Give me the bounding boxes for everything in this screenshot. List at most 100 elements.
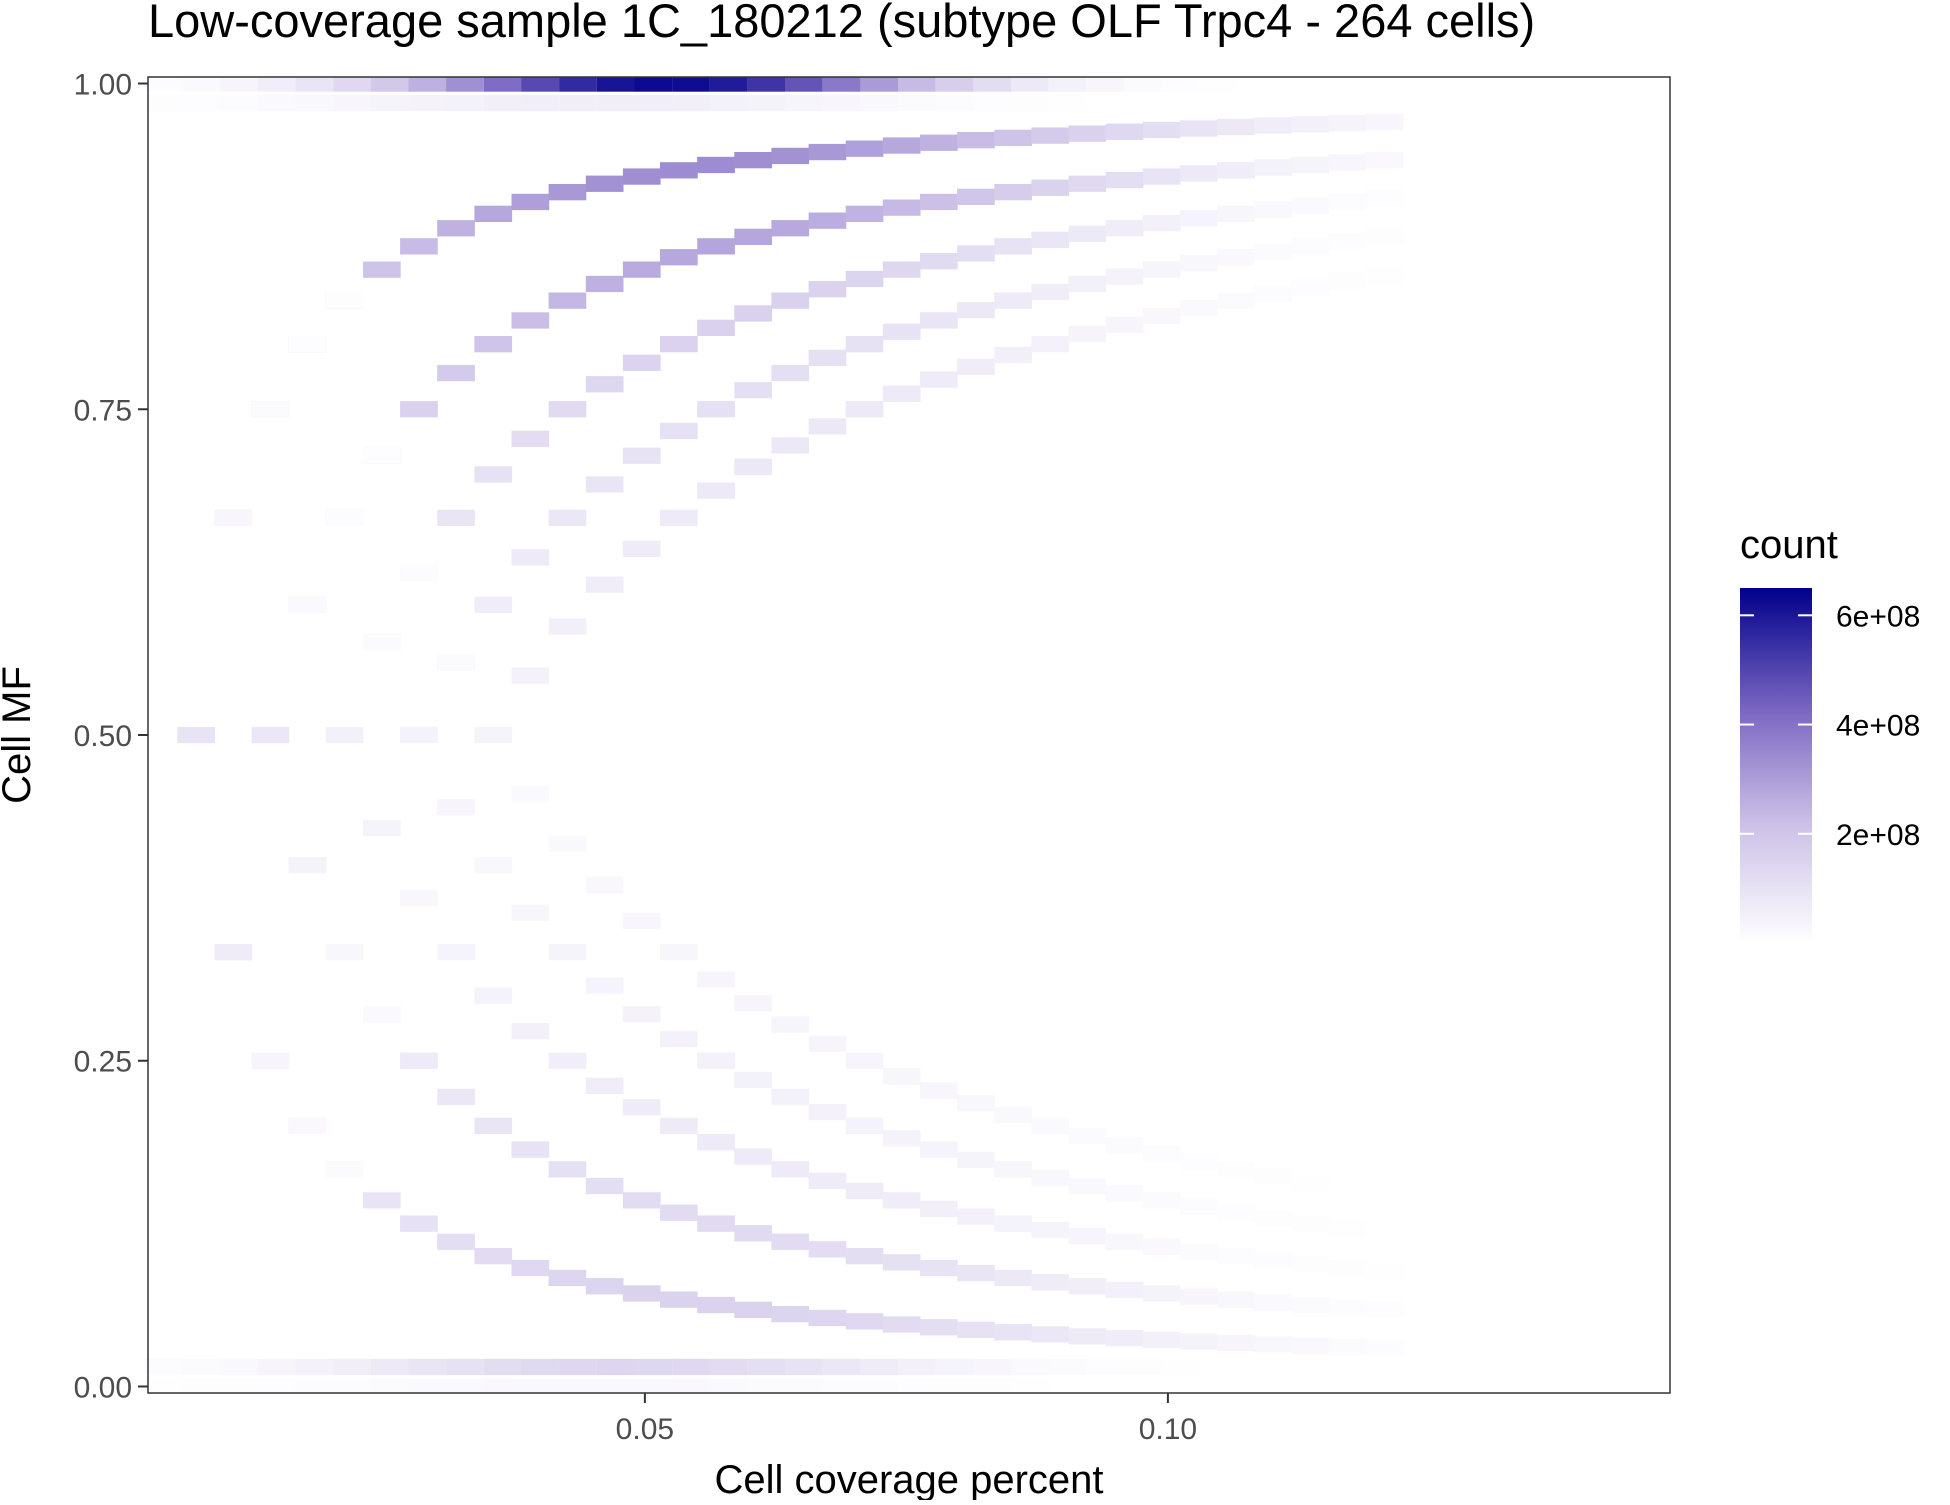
heatmap-cell bbox=[1328, 114, 1367, 132]
heatmap-cell bbox=[1179, 255, 1218, 272]
heatmap-cell bbox=[1328, 1259, 1367, 1277]
heatmap-cell bbox=[845, 1248, 884, 1265]
heatmap-cell bbox=[446, 1358, 484, 1376]
heatmap-cell bbox=[1031, 1326, 1070, 1343]
heatmap-cell bbox=[1031, 336, 1070, 353]
heatmap-cell bbox=[697, 238, 735, 255]
heatmap-cell bbox=[1124, 1358, 1162, 1376]
heatmap-cell bbox=[220, 1358, 258, 1376]
heatmap-cell bbox=[1365, 267, 1404, 284]
heatmap-cell bbox=[672, 94, 710, 112]
heatmap-cell bbox=[1328, 1299, 1367, 1316]
heatmap-cell bbox=[1328, 1338, 1367, 1356]
y-axis-title: Cell MF bbox=[0, 666, 39, 804]
heatmap-cell bbox=[559, 1358, 597, 1376]
heatmap-cell bbox=[585, 175, 624, 192]
heatmap-cell bbox=[257, 77, 296, 92]
heatmap-cell bbox=[771, 1088, 810, 1106]
chart-title: Low-coverage sample 1C_180212 (subtype O… bbox=[148, 0, 1535, 47]
legend-colorbar bbox=[1740, 588, 1812, 943]
heatmap-cell bbox=[660, 944, 698, 961]
heatmap-cell bbox=[920, 1141, 958, 1158]
heatmap-cell bbox=[548, 944, 587, 961]
heatmap-cell bbox=[660, 1117, 698, 1134]
heatmap-cell bbox=[634, 1378, 673, 1393]
heatmap-cell bbox=[747, 1358, 786, 1376]
heatmap-cell bbox=[1179, 120, 1218, 137]
heatmap-cell bbox=[1031, 1222, 1070, 1239]
heatmap-cell bbox=[548, 1269, 587, 1287]
heatmap-cell bbox=[634, 77, 673, 92]
heatmap-cell bbox=[437, 654, 475, 671]
heatmap-cell bbox=[1254, 1168, 1292, 1185]
heatmap-cell bbox=[1179, 1153, 1218, 1170]
heatmap-cell bbox=[1365, 1301, 1404, 1318]
heatmap-cell bbox=[1254, 285, 1292, 302]
heatmap-cell bbox=[709, 1378, 748, 1393]
heatmap-cell bbox=[511, 1023, 550, 1040]
heatmap-cell bbox=[483, 77, 522, 92]
heatmap-cell bbox=[1179, 1333, 1218, 1350]
heatmap-cell bbox=[771, 1161, 810, 1178]
heatmap-cell bbox=[845, 1117, 884, 1134]
heatmap-cell bbox=[1068, 1228, 1107, 1245]
heatmap-cell bbox=[363, 1192, 401, 1209]
heatmap-cell bbox=[920, 312, 958, 329]
heatmap-cell bbox=[882, 137, 921, 154]
heatmap-cell bbox=[400, 401, 438, 418]
heatmap-cell bbox=[1142, 1331, 1181, 1349]
heatmap-cell bbox=[1105, 1281, 1144, 1299]
heatmap-cell bbox=[660, 1291, 698, 1308]
heatmap-cell bbox=[408, 94, 447, 112]
heatmap-cell bbox=[808, 1035, 847, 1052]
heatmap-cell bbox=[622, 168, 661, 185]
heatmap-cell bbox=[363, 447, 401, 464]
heatmap-cell bbox=[363, 633, 401, 651]
heatmap-cell bbox=[845, 1052, 884, 1069]
heatmap-cell bbox=[1161, 77, 1200, 92]
heatmap-cell bbox=[1068, 1328, 1107, 1345]
heatmap-cell bbox=[771, 1016, 810, 1033]
heatmap-cell bbox=[957, 245, 995, 262]
heatmap-cell bbox=[898, 77, 936, 92]
heatmap-cell bbox=[734, 995, 772, 1012]
heatmap-cell bbox=[521, 94, 560, 112]
heatmap-cell bbox=[660, 336, 698, 353]
heatmap-cell bbox=[973, 94, 1011, 112]
heatmap-cell bbox=[559, 1378, 597, 1393]
heatmap-cell bbox=[1179, 300, 1218, 317]
heatmap-cell bbox=[747, 1378, 786, 1393]
heatmap-cell bbox=[333, 77, 371, 92]
heatmap-cell bbox=[288, 1117, 327, 1134]
heatmap-cell bbox=[548, 509, 587, 526]
heatmap-cell bbox=[437, 1233, 475, 1250]
heatmap-cell bbox=[483, 94, 522, 112]
heatmap-cell bbox=[511, 1141, 550, 1158]
heatmap-cell bbox=[994, 1106, 1032, 1124]
heatmap-cell bbox=[973, 1358, 1011, 1376]
heatmap-cell bbox=[1254, 159, 1292, 176]
heatmap-cell bbox=[1179, 1288, 1218, 1305]
heatmap-cell bbox=[1142, 261, 1181, 278]
heatmap-cell bbox=[474, 1117, 513, 1134]
heatmap-cell bbox=[1217, 162, 1255, 179]
x-tick-label: 0.10 bbox=[1139, 1413, 1197, 1446]
heatmap-cell bbox=[1068, 225, 1107, 242]
heatmap-cell bbox=[734, 228, 772, 245]
heatmap-cell bbox=[1161, 1358, 1200, 1376]
heatmap-cell bbox=[548, 184, 587, 201]
heatmap-cell bbox=[622, 261, 661, 278]
heatmap-cell bbox=[596, 77, 635, 92]
heatmap-cell bbox=[957, 1151, 995, 1168]
heatmap-cell bbox=[585, 1278, 624, 1295]
y-tick-label: 0.75 bbox=[74, 394, 132, 427]
heatmap-cell bbox=[144, 1378, 183, 1393]
heatmap-cell bbox=[734, 1225, 772, 1242]
heatmap-cell bbox=[521, 1358, 560, 1376]
heatmap-cell bbox=[370, 1358, 409, 1376]
heatmap-cell bbox=[898, 1378, 936, 1393]
heatmap-cell bbox=[771, 292, 810, 309]
heatmap-cell bbox=[672, 1358, 710, 1376]
heatmap-cell bbox=[585, 877, 624, 894]
